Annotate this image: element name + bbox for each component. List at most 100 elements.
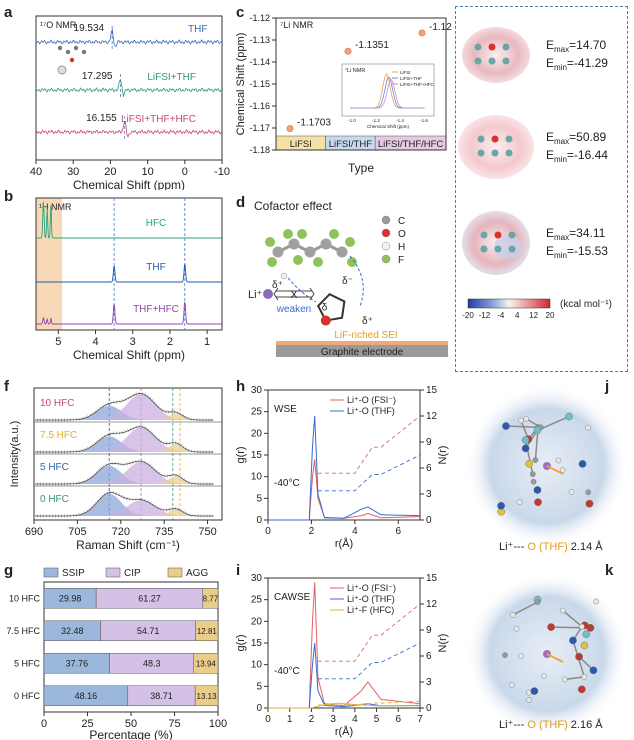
caption-li: Li⁺--- — [499, 541, 525, 553]
trace-label-f: 5 HFC — [40, 462, 69, 473]
esp-atom — [508, 231, 516, 239]
legend-label-d: O — [398, 229, 406, 240]
x-tick-label: 7 — [417, 714, 423, 725]
esp-atom — [474, 57, 482, 65]
esp-atom — [488, 57, 496, 65]
esp-surface — [462, 27, 530, 83]
y-tick-label-left: 30 — [251, 385, 263, 396]
legend-label: Li⁺-F (HFC) — [347, 605, 394, 615]
atom-a — [57, 65, 67, 75]
x-axis-label-g: Percentage (%) — [89, 728, 172, 740]
oxygen-atom-d — [320, 315, 331, 326]
bar-segment-g — [194, 685, 219, 706]
caption-label: Li⁺--- O (THF) 2.16 Å — [499, 718, 603, 731]
x-tick-label-a: 20 — [104, 166, 116, 178]
md-atom — [560, 607, 566, 614]
category-label-g: 0 HFC — [14, 691, 41, 701]
li-ion-label-d: Li⁺ — [248, 289, 263, 301]
fit-component-f — [48, 444, 208, 452]
caption-o-thf: O (THF) — [524, 541, 567, 553]
bar-value-label-g: 32.48 — [61, 626, 84, 636]
atom-a — [81, 49, 87, 55]
esp-atom — [502, 57, 510, 65]
esp-atom — [491, 135, 499, 143]
sei-label-d: LiF-riched SEI — [334, 330, 397, 341]
trace-b-2 — [36, 301, 222, 325]
md-atom — [516, 499, 523, 506]
emin-value: =-41.29 — [567, 56, 608, 70]
panel-letter-j: j — [605, 378, 610, 395]
panel-letter-d: d — [236, 194, 246, 211]
esp-atom — [474, 43, 482, 51]
legend-atom-c-d — [381, 215, 391, 225]
trace-label-b: THF+HFC — [133, 304, 179, 315]
md-atom — [579, 623, 585, 630]
emax-value: =14.70 — [569, 38, 606, 52]
y-tick-label-c: -1.16 — [249, 101, 270, 111]
fluorine-atom-d — [345, 237, 355, 247]
emin-prefix: E — [546, 244, 554, 258]
emax-label: Emax=34.11 — [546, 226, 606, 242]
temperature-label: -40°C — [274, 666, 300, 677]
emin-prefix: E — [546, 148, 554, 162]
md-atom — [518, 417, 524, 424]
esp-atom — [477, 149, 485, 157]
hydrogen-atom-d — [280, 272, 288, 280]
chart-title: CAWSE — [274, 592, 311, 603]
md-atom — [534, 498, 542, 506]
esp-atom — [502, 43, 510, 51]
y-tick-label-left: 25 — [251, 595, 263, 606]
fit-trace-f — [34, 460, 214, 485]
carbon-atom-d — [288, 238, 300, 250]
x-tick-label-a: 10 — [141, 166, 153, 178]
trace-label-f: 7.5 HFC — [40, 430, 77, 441]
x-tick-label: 0 — [265, 714, 271, 725]
md-snapshot-k: Li⁺--- O (THF) 2.16 Å — [465, 572, 629, 736]
legend-label-g: SSIP — [62, 568, 85, 579]
inset-tick-label-c: -1.0 — [348, 118, 356, 123]
caption-li: Li⁺--- — [499, 719, 525, 731]
y-tick-label-left: 0 — [256, 703, 262, 714]
emin-value: =-15.53 — [567, 244, 608, 258]
nmr-title-a: ¹⁷O NMR — [40, 20, 77, 30]
emax-prefix: E — [546, 130, 554, 144]
md-atom — [534, 599, 541, 605]
x-tick-label: 6 — [396, 526, 402, 537]
gr-line — [268, 702, 420, 709]
esp-atom — [488, 43, 496, 51]
y-tick-label-c: -1.17 — [249, 123, 270, 133]
md-atom — [530, 687, 539, 695]
y-tick-label-left: 20 — [251, 428, 263, 439]
legend-swatch-g — [105, 567, 121, 578]
colorbar-tick-label: 12 — [529, 311, 538, 320]
panel-letter-b: b — [4, 188, 14, 205]
data-point-c — [286, 125, 294, 133]
plot-frame-a — [35, 15, 223, 161]
md-atom — [509, 612, 516, 618]
nr-line — [317, 454, 421, 492]
inset-legend-label-c: LiFSI+THF — [400, 76, 422, 81]
x-tick-label: 4 — [352, 526, 358, 537]
y-tick-label-c: -1.12 — [249, 13, 270, 23]
inset-frame-c — [341, 63, 435, 117]
bar-segment-g — [202, 588, 219, 609]
md-atom — [533, 486, 542, 494]
y-tick-label-left: 10 — [251, 472, 263, 483]
md-atom — [502, 422, 510, 430]
chart-c: LiFSI LiFSI/THF LiFSI/THF/HFC -1.12 -1.13 -1.… — [235, 13, 452, 175]
y-tick-label-right: 6 — [426, 651, 432, 662]
emax-sub: max — [554, 233, 569, 242]
trace-label-f: 0 HFC — [40, 494, 69, 505]
legend-label-g: CIP — [124, 568, 141, 579]
panel-j: j Li⁺--- O (THF) 2.14 Å — [455, 374, 634, 562]
fluorine-atom-d — [313, 257, 323, 267]
panel-k: k Li⁺--- O (THF) 2.16 Å — [455, 562, 634, 740]
fit-component-f — [48, 394, 208, 420]
x-tick-label: 6 — [396, 714, 402, 725]
md-atom — [561, 676, 568, 683]
md-atom — [508, 682, 515, 688]
x-tick-label-b: 4 — [92, 336, 98, 348]
trace-label-a: LiFSI+THF — [147, 72, 196, 83]
md-atom — [533, 426, 542, 435]
